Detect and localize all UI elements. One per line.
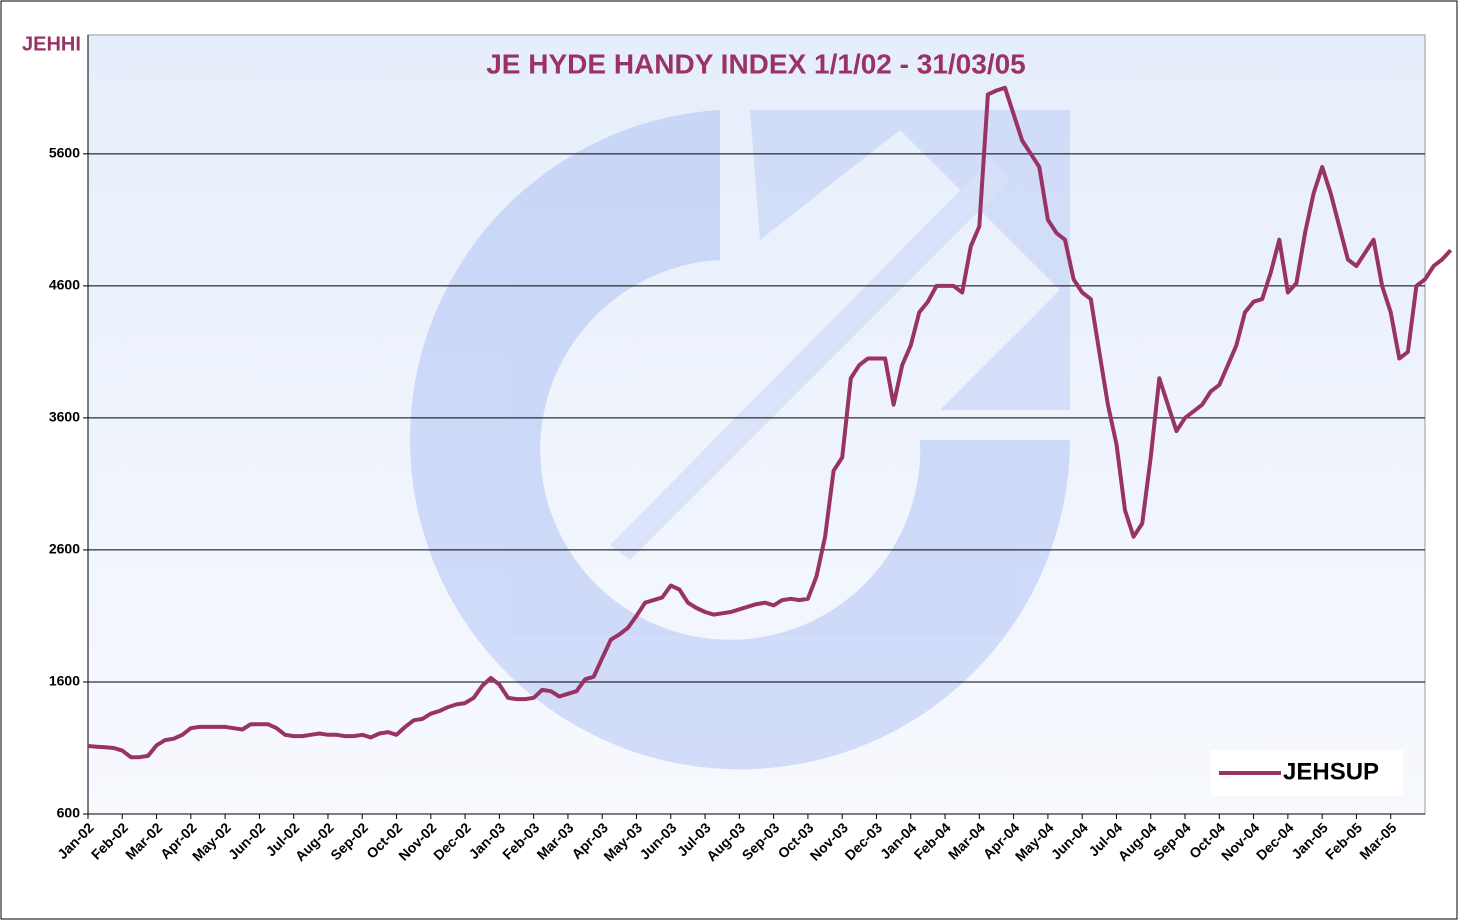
y-tick-label: 3600 — [49, 409, 80, 425]
y-tick-label: 1600 — [49, 673, 80, 689]
plot-area — [87, 34, 1426, 815]
y-tick-label: 600 — [57, 805, 81, 821]
y-tick-label: 2600 — [49, 541, 80, 557]
series-line — [87, 85, 1453, 760]
y-tick-label: 4600 — [49, 277, 80, 293]
y-tick-label: 5600 — [49, 145, 80, 161]
y-axis-label: JEHHI — [22, 33, 81, 55]
chart-title: JE HYDE HANDY INDEX 1/1/02 - 31/03/05 — [486, 48, 1026, 79]
watermark — [410, 110, 1070, 770]
legend-label: JEHSUP — [1283, 758, 1379, 785]
